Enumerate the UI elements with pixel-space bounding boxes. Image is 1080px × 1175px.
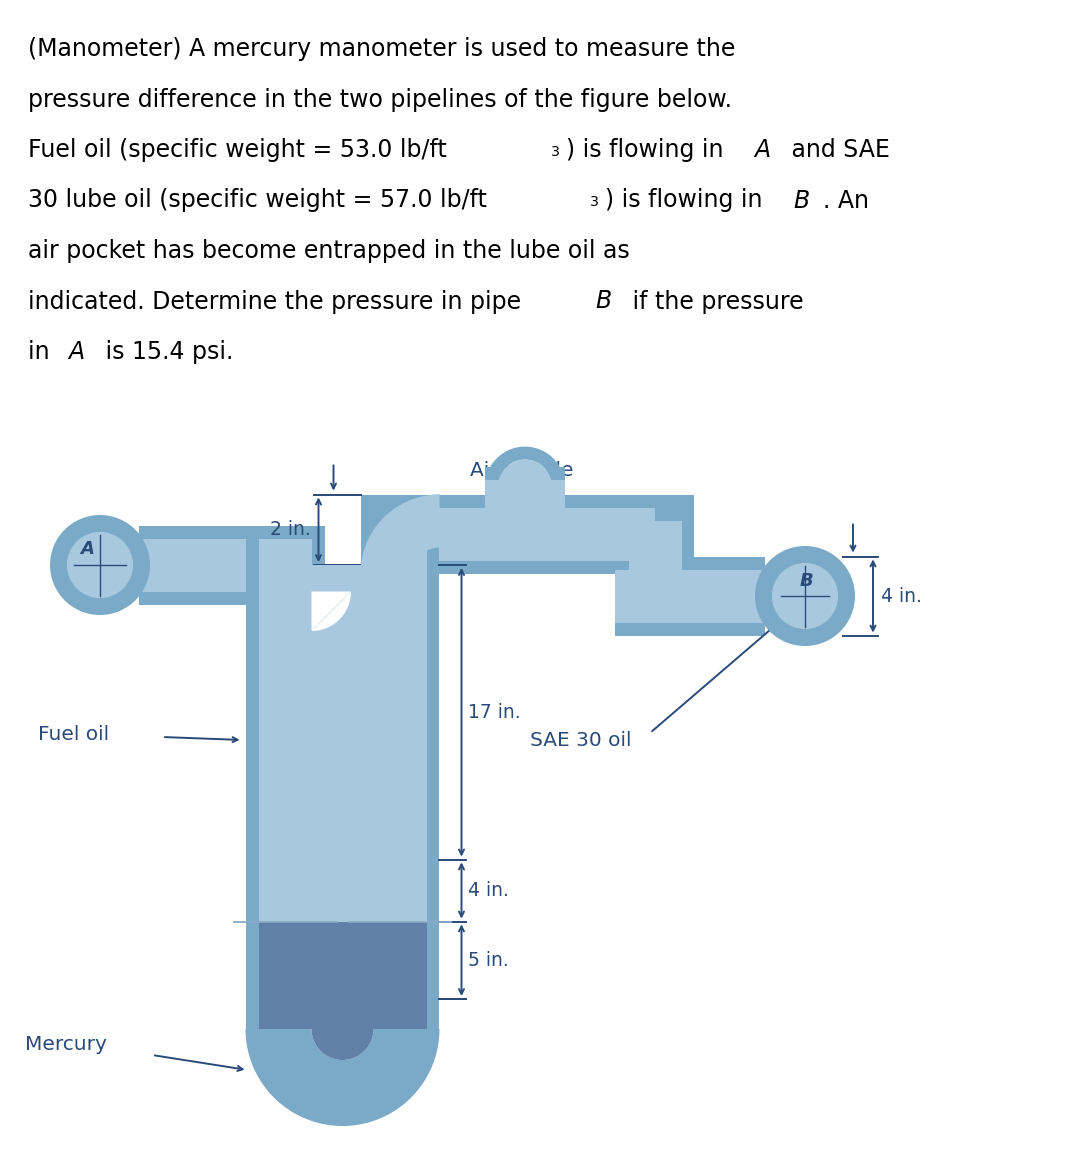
Text: B: B [793, 188, 809, 213]
Text: . An: . An [823, 188, 869, 213]
Bar [485, 479, 565, 560]
Bar [374, 921, 427, 1029]
Text: SAE 30 oil: SAE 30 oil [530, 731, 632, 750]
Text: indicated. Determine the pressure in pipe: indicated. Determine the pressure in pip… [28, 289, 528, 314]
Polygon shape [311, 591, 351, 631]
Bar [361, 495, 440, 573]
Bar [258, 538, 311, 591]
Bar [258, 565, 311, 921]
Bar [616, 557, 765, 636]
Text: in: in [28, 340, 57, 364]
Bar [440, 495, 654, 573]
Polygon shape [361, 495, 440, 573]
Bar [258, 921, 311, 1029]
Text: Fuel oil: Fuel oil [38, 725, 109, 745]
Polygon shape [498, 459, 552, 486]
Bar [139, 525, 245, 604]
Polygon shape [311, 1029, 374, 1060]
Text: Mercury: Mercury [25, 1035, 107, 1054]
Text: is 15.4 psi.: is 15.4 psi. [98, 340, 233, 364]
Text: (Manometer) A mercury manometer is used to measure the: (Manometer) A mercury manometer is used … [28, 36, 735, 61]
Text: 2 in.: 2 in. [270, 521, 311, 539]
Text: 5 in.: 5 in. [469, 951, 510, 969]
Text: 3: 3 [590, 195, 599, 209]
Text: pressure difference in the two pipelines of the figure below.: pressure difference in the two pipelines… [28, 87, 732, 112]
Polygon shape [245, 1029, 440, 1126]
Bar [245, 525, 324, 604]
Bar [361, 533, 440, 565]
Text: A: A [754, 137, 770, 162]
Bar [245, 565, 324, 1029]
Ellipse shape [755, 546, 855, 646]
Bar [374, 533, 427, 565]
Text: ) is flowing in: ) is flowing in [566, 137, 731, 162]
Text: A: A [68, 340, 84, 364]
Bar [616, 570, 765, 623]
Polygon shape [485, 446, 565, 486]
Text: 4 in.: 4 in. [469, 881, 510, 900]
Bar [485, 466, 565, 573]
Bar [311, 565, 374, 921]
Text: A: A [80, 540, 94, 558]
Bar [361, 565, 440, 1029]
Text: if the pressure: if the pressure [625, 289, 804, 314]
Ellipse shape [67, 532, 133, 598]
Text: ) is flowing in: ) is flowing in [605, 188, 770, 213]
Bar [139, 538, 245, 591]
Bar [311, 921, 374, 1029]
Text: Fuel oil (specific weight = 53.0 lb/ft: Fuel oil (specific weight = 53.0 lb/ft [28, 137, 447, 162]
Text: Air bubble: Air bubble [470, 461, 573, 479]
Text: and SAE: and SAE [784, 137, 890, 162]
Text: 3: 3 [551, 145, 561, 159]
Bar [440, 508, 654, 560]
Text: B: B [800, 572, 814, 590]
Ellipse shape [50, 515, 150, 615]
Text: B: B [595, 289, 611, 314]
Ellipse shape [772, 563, 838, 629]
Bar [616, 495, 694, 636]
Text: air pocket has become entrapped in the lube oil as: air pocket has become entrapped in the l… [28, 239, 630, 263]
Text: 4 in.: 4 in. [881, 586, 922, 605]
Text: 17 in.: 17 in. [469, 703, 522, 721]
Bar [629, 521, 681, 623]
Text: 30 lube oil (specific weight = 57.0 lb/ft: 30 lube oil (specific weight = 57.0 lb/f… [28, 188, 487, 213]
Polygon shape [361, 495, 440, 573]
Bar [374, 565, 427, 921]
